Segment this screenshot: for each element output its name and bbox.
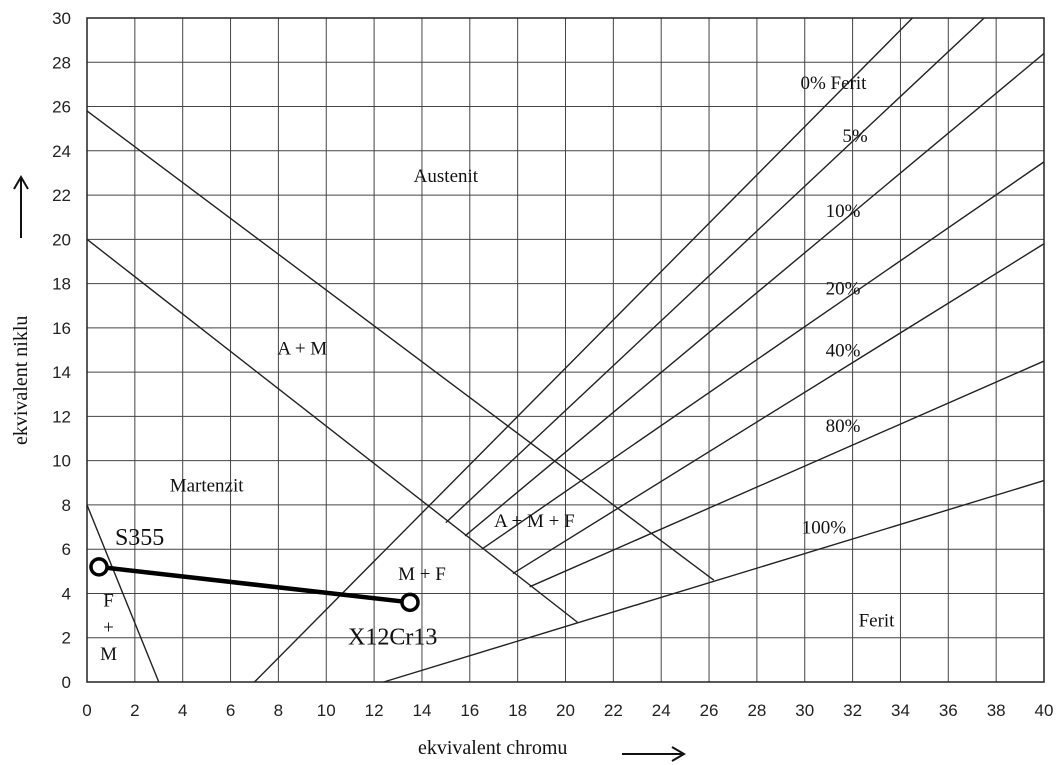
material-point-label: S355 [115, 525, 164, 551]
phase-boundary-line [529, 360, 1045, 588]
region-label: Ferit [859, 611, 896, 632]
y-tick-label: 26 [52, 98, 71, 117]
region-label: A + M [277, 338, 327, 359]
ferrite-percent-label: 80% [826, 416, 861, 437]
x-tick-label: 32 [843, 701, 862, 720]
x-tick-label: 34 [891, 701, 910, 720]
y-tick-label: 6 [62, 540, 71, 559]
x-tick-label: 40 [1035, 701, 1054, 720]
y-tick-label: 16 [52, 319, 71, 338]
region-labels: Austenit A + M Martenzit A + M + F M + F Feri… [100, 166, 895, 665]
x-tick-label: 38 [987, 701, 1006, 720]
ferrite-percent-label: 0% Ferit [800, 73, 867, 94]
grid [86, 17, 1045, 683]
x-tick-label: 2 [130, 701, 139, 720]
x-tick-label: 26 [700, 701, 719, 720]
ferrite-percent-label: 20% [826, 279, 861, 300]
y-tick-label: 28 [52, 53, 71, 72]
x-tick-label: 12 [365, 701, 384, 720]
y-tick-label: 4 [62, 584, 71, 603]
x-tick-label: 0 [82, 701, 91, 720]
y-tick-label: 2 [62, 629, 71, 648]
x-tick-label: 20 [556, 701, 575, 720]
x-axis-arrow-icon [622, 746, 686, 762]
ferrite-percent-label: 40% [826, 341, 861, 362]
y-tick-label: 24 [52, 142, 71, 161]
phase-boundary-line [253, 17, 913, 683]
phase-boundary-line [86, 110, 715, 581]
region-label: Austenit [414, 166, 479, 187]
region-label: + [103, 617, 114, 638]
phase-boundary-line [464, 52, 1045, 537]
ferrite-percentage-labels: 0% Ferit 5% 10% 20% 40% 80% 100% [800, 73, 867, 539]
plot-frame [86, 17, 1045, 683]
y-tick-label: 14 [52, 363, 71, 382]
phase-boundary-line [512, 243, 1045, 575]
phase-boundary-line [445, 17, 985, 524]
ferrite-percent-label: 10% [826, 201, 861, 222]
y-axis-label: ekvivalent niklu [10, 316, 32, 445]
x-tick-label: 18 [508, 701, 527, 720]
y-tick-label: 18 [52, 275, 71, 294]
phase-boundary-line [86, 238, 578, 623]
ferrite-percent-label: 100% [802, 518, 847, 539]
x-tick-label: 4 [178, 701, 187, 720]
phase-boundary-line [86, 504, 160, 683]
x-axis-ticks: 0 2 4 6 8 10 12 14 16 18 20 22 24 26 28 30 32 34 36 38 40 [82, 701, 1053, 720]
material-points: S355 X12Cr13 [89, 525, 437, 650]
region-label: Martenzit [170, 476, 245, 497]
x-tick-label: 28 [747, 701, 766, 720]
x-tick-label: 10 [317, 701, 336, 720]
y-tick-label: 0 [62, 673, 71, 692]
region-label: A + M + F [494, 511, 575, 532]
x-tick-label: 6 [226, 701, 235, 720]
y-tick-label: 22 [52, 186, 71, 205]
region-label: M + F [398, 564, 446, 585]
region-label: M [100, 644, 117, 665]
phase-boundary-line [383, 479, 1045, 683]
x-axis-label: ekvivalent chromu [418, 737, 567, 759]
x-tick-label: 30 [795, 701, 814, 720]
y-tick-label: 30 [52, 9, 71, 28]
y-axis-arrow-icon [13, 175, 29, 238]
x-tick-label: 24 [652, 701, 671, 720]
x-tick-label: 36 [939, 701, 958, 720]
x-tick-label: 16 [460, 701, 479, 720]
ferrite-percent-label: 5% [842, 126, 868, 147]
x-tick-label: 22 [604, 701, 623, 720]
phase-boundary-line [481, 161, 1045, 550]
y-tick-label: 12 [52, 407, 71, 426]
y-tick-label: 10 [52, 452, 71, 471]
phase-boundaries [86, 17, 1045, 683]
y-tick-label: 8 [62, 496, 71, 515]
x-tick-label: 14 [412, 701, 431, 720]
y-tick-label: 20 [52, 230, 71, 249]
material-point-label: X12Cr13 [348, 624, 437, 650]
material-point-marker [89, 557, 109, 577]
connection-line [98, 564, 411, 605]
x-tick-label: 8 [274, 701, 283, 720]
region-label: F [103, 591, 114, 612]
material-point-marker [400, 592, 420, 613]
